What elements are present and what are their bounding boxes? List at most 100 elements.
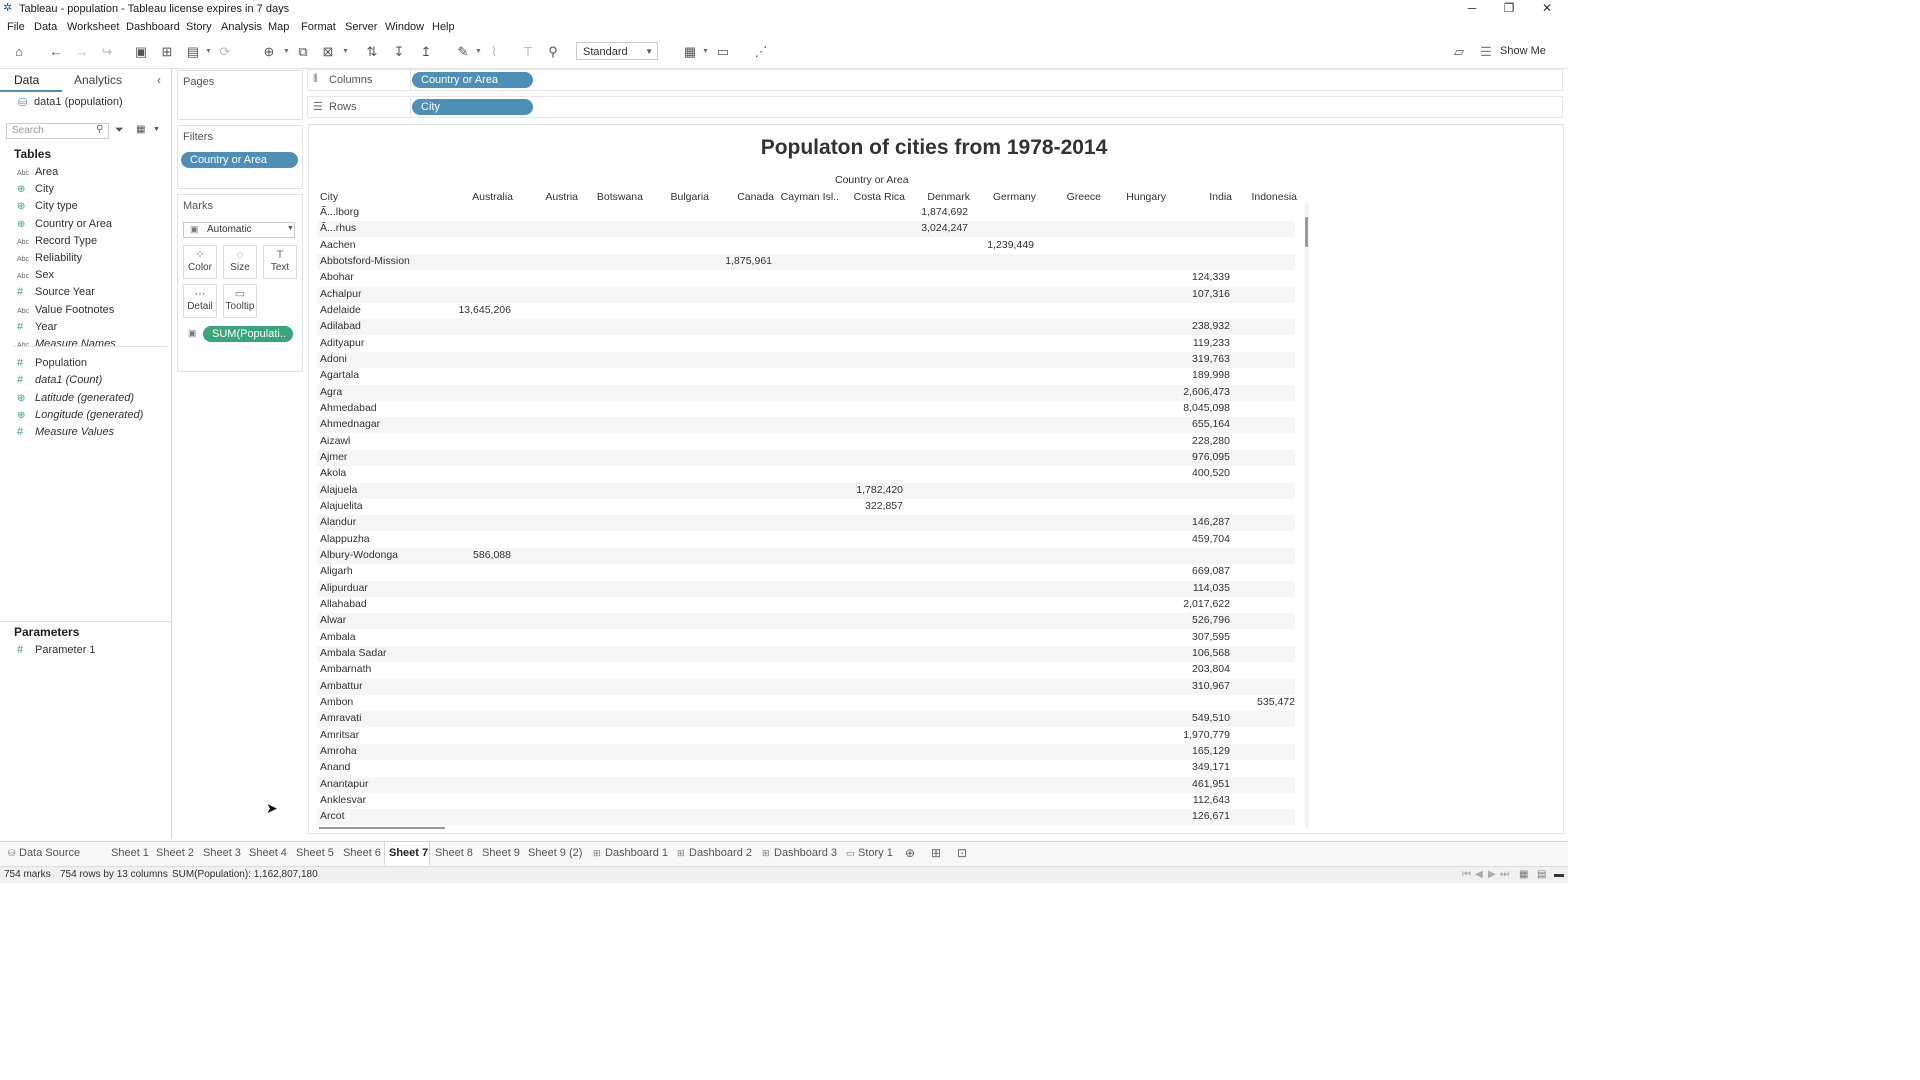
column-header[interactable]: Australia: [472, 191, 513, 203]
vertical-scrollbar[interactable]: [1305, 203, 1309, 828]
row-label-city[interactable]: Alwar: [320, 614, 347, 627]
clear-sheet-icon[interactable]: ⊠: [322, 44, 334, 59]
table-cell-value[interactable]: 13,645,206: [458, 303, 511, 316]
table-cell-value[interactable]: 319,763: [1192, 352, 1230, 365]
column-header[interactable]: Austria: [545, 191, 578, 203]
column-header[interactable]: Denmark: [927, 191, 970, 203]
new-dashboard-icon[interactable]: ⊞: [931, 846, 942, 860]
datasource-name[interactable]: data1 (population): [34, 96, 123, 108]
field-item[interactable]: ⊕ Country or Area: [17, 218, 112, 233]
refresh-icon[interactable]: ⟳: [219, 44, 231, 59]
row-label-city[interactable]: Agra: [320, 385, 343, 398]
field-item[interactable]: Abc Area: [17, 166, 58, 181]
maximize-icon[interactable]: ❐: [1503, 1, 1515, 15]
row-label-city[interactable]: Adilabad: [320, 320, 361, 333]
new-worksheet-icon[interactable]: ⊕: [905, 846, 916, 860]
tab-sheet-8[interactable]: Sheet 8: [435, 847, 473, 859]
field-item[interactable]: # data1 (Count): [17, 374, 102, 389]
chevron-down-icon[interactable]: ▼: [702, 48, 709, 55]
row-label-city[interactable]: Amritsar: [320, 728, 360, 741]
row-label-city[interactable]: Aligarh: [320, 565, 353, 578]
table-cell-value[interactable]: 1,782,420: [856, 483, 903, 496]
field-item[interactable]: Abc Reliability: [17, 252, 82, 267]
save-icon[interactable]: ▣: [134, 44, 148, 59]
row-label-city[interactable]: Anand: [320, 761, 351, 774]
filters-card[interactable]: Filters Country or Area: [177, 125, 303, 189]
search-input[interactable]: Search ⚲: [6, 123, 109, 139]
tab-sheet-4[interactable]: Sheet 4: [249, 847, 287, 859]
table-cell-value[interactable]: 349,171: [1192, 761, 1230, 774]
menu-server[interactable]: Server: [345, 21, 378, 33]
replay-icon[interactable]: ↪: [101, 44, 113, 59]
row-label-city[interactable]: Ajmer: [320, 450, 348, 463]
tab-sheet-5[interactable]: Sheet 5: [296, 847, 334, 859]
row-label-city[interactable]: Anklesvar: [320, 793, 367, 806]
chevron-down-icon[interactable]: ▼: [205, 48, 212, 55]
home-icon[interactable]: ⌂: [15, 44, 23, 59]
table-cell-value[interactable]: 322,857: [865, 499, 903, 512]
mark-type-select[interactable]: ▣ Automatic ▼: [183, 222, 295, 238]
table-cell-value[interactable]: 228,280: [1192, 434, 1230, 447]
menu-worksheet[interactable]: Worksheet: [67, 21, 120, 33]
chevron-down-icon[interactable]: ▼: [153, 126, 160, 133]
new-worksheet-icon[interactable]: ⊕: [263, 44, 275, 59]
row-label-city[interactable]: Alandur: [320, 516, 357, 529]
row-label-city[interactable]: Ambarnath: [320, 663, 372, 676]
row-label-city[interactable]: Amravati: [320, 712, 362, 725]
tab-view-icon[interactable]: ▬: [1554, 869, 1564, 880]
row-label-city[interactable]: Adelaide: [320, 303, 361, 316]
tab-sheet-6[interactable]: Sheet 6: [343, 847, 381, 859]
tab-sheet-1[interactable]: Sheet 1: [111, 847, 149, 859]
pause-updates-icon[interactable]: ▤: [186, 44, 200, 59]
show-me-button[interactable]: Show Me: [1500, 45, 1546, 57]
column-header[interactable]: Cayman Isl..: [780, 191, 839, 203]
duplicate-icon[interactable]: ⧉: [298, 44, 308, 59]
scrollbar-thumb[interactable]: [1305, 217, 1308, 247]
table-cell-value[interactable]: 106,568: [1192, 646, 1230, 659]
table-cell-value[interactable]: 1,239,449: [987, 238, 1034, 251]
table-cell-value[interactable]: 400,520: [1192, 467, 1230, 480]
table-cell-value[interactable]: 165,129: [1192, 744, 1230, 757]
menu-data[interactable]: Data: [34, 21, 58, 33]
column-header[interactable]: Indonesia: [1251, 191, 1297, 203]
nav-next-icon[interactable]: ▶: [1488, 869, 1496, 880]
table-cell-value[interactable]: 8,045,098: [1183, 401, 1230, 414]
horizontal-scrollbar-thumb[interactable]: [319, 827, 445, 829]
row-label-city[interactable]: Allahabad: [320, 597, 367, 610]
table-cell-value[interactable]: 461,951: [1192, 777, 1230, 790]
row-label-city[interactable]: Aizawl: [320, 434, 351, 447]
column-header[interactable]: Canada: [737, 191, 774, 203]
field-item[interactable]: # Year: [17, 321, 57, 336]
view-list-icon[interactable]: ▦: [136, 124, 146, 135]
table-cell-value[interactable]: 124,339: [1192, 271, 1230, 284]
chevron-down-icon[interactable]: ▼: [475, 48, 482, 55]
table-cell-value[interactable]: 535,472: [1257, 695, 1295, 708]
comment-icon[interactable]: ▱: [1454, 44, 1464, 59]
grid-view-icon[interactable]: ▦: [1519, 869, 1529, 880]
row-label-city[interactable]: Alipurduar: [320, 581, 368, 594]
column-header[interactable]: Germany: [992, 191, 1036, 203]
chevron-down-icon[interactable]: ▼: [342, 48, 349, 55]
detail-button[interactable]: ⋯ Detail: [183, 284, 217, 318]
row-header-city[interactable]: City: [320, 191, 339, 203]
tab-dashboard-3[interactable]: Dashboard 3: [774, 847, 837, 859]
filter-icon[interactable]: ⏷: [115, 124, 124, 136]
table-cell-value[interactable]: 2,017,622: [1183, 597, 1230, 610]
row-label-city[interactable]: Amroha: [320, 744, 357, 757]
new-datasource-icon[interactable]: ⊞: [161, 44, 173, 59]
menu-help[interactable]: Help: [432, 21, 455, 33]
menu-analysis[interactable]: Analysis: [221, 21, 262, 33]
nav-prev-icon[interactable]: ◀: [1475, 869, 1483, 880]
tab-sheet-7[interactable]: Sheet 7: [389, 847, 429, 859]
column-header[interactable]: Hungary: [1126, 191, 1166, 203]
field-item[interactable]: ⊕ Longitude (generated): [17, 409, 143, 424]
table-cell-value[interactable]: 126,671: [1192, 810, 1230, 823]
column-header[interactable]: Bulgaria: [670, 191, 709, 203]
row-label-city[interactable]: Ahmednagar: [320, 418, 381, 431]
menu-map[interactable]: Map: [268, 21, 290, 33]
text-button[interactable]: T Text: [263, 245, 297, 279]
table-cell-value[interactable]: 526,796: [1192, 614, 1230, 627]
row-label-city[interactable]: Ambattur: [320, 679, 363, 692]
column-header[interactable]: Botswana: [596, 191, 643, 203]
sort-descending-icon[interactable]: ↥: [420, 44, 432, 59]
